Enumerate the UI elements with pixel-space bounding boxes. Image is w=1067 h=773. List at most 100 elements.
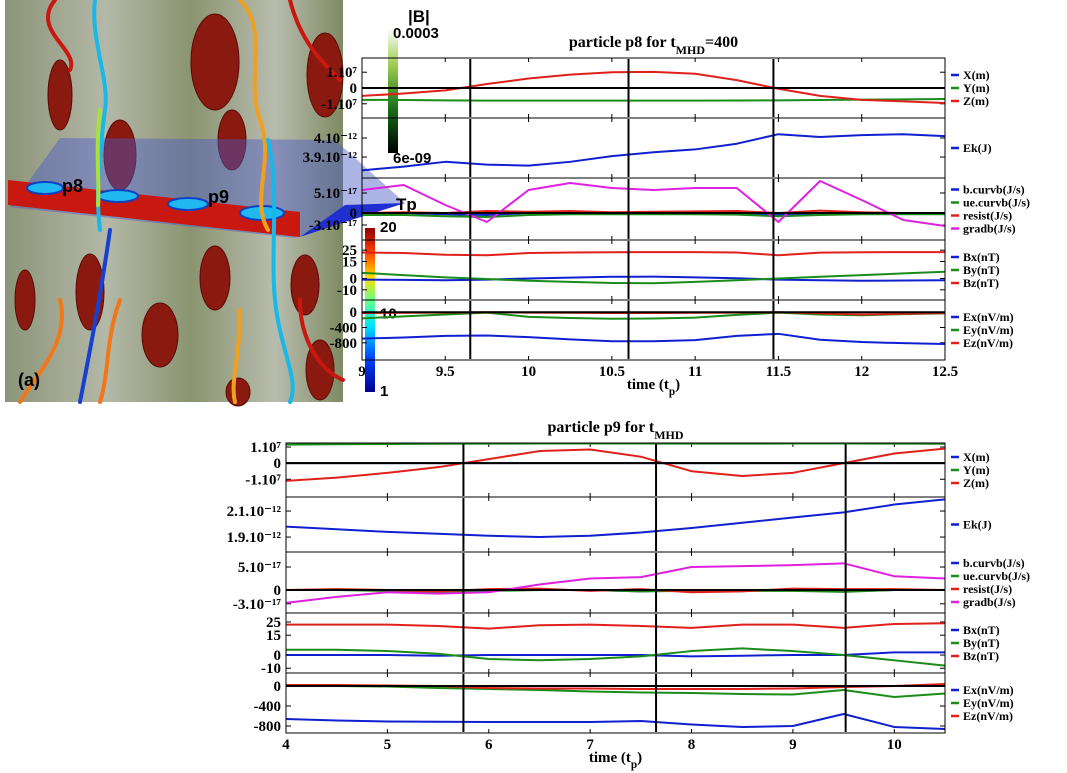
panel-frame <box>285 672 946 734</box>
y-tick-label: 5.10⁻¹⁷ <box>314 186 358 202</box>
chart-title-text: particle p8 for t <box>569 34 676 51</box>
series-line <box>362 180 945 227</box>
x-tick-label: 10 <box>887 737 902 753</box>
series-line <box>286 562 945 604</box>
series-line <box>362 133 945 172</box>
y-tick-label: 4.10⁻¹² <box>314 131 358 147</box>
x-tick-label: 5 <box>384 737 392 753</box>
chart-title-subscript: MHD <box>654 428 684 442</box>
y-tick-label: 3.9.10⁻¹² <box>303 150 358 166</box>
colorbar-tick-label: 20 <box>380 219 397 236</box>
y-tick-label: -1.10⁷ <box>321 97 357 113</box>
legend-label: Bx(nT) <box>963 623 1000 637</box>
field-lines <box>18 0 345 404</box>
legend-label: Bx(nT) <box>963 250 1000 264</box>
y-tick-label: 0 <box>274 679 282 695</box>
legend-label: resist(J/s) <box>963 582 1012 596</box>
x-tick-label: 9.5 <box>436 364 455 380</box>
legend-label: ue.curvb(J/s) <box>963 196 1030 210</box>
y-tick-label: -10 <box>261 661 281 677</box>
legend-label: Bz(nT) <box>963 649 999 663</box>
particle-label: p8 <box>62 176 83 196</box>
panel-frame <box>361 239 946 301</box>
y-tick-label: 1.10⁷ <box>326 65 357 81</box>
y-tick-label: -1.10⁷ <box>245 472 281 488</box>
legend-label: Z(m) <box>963 94 989 108</box>
legend-label: Ey(nV/m) <box>963 323 1014 337</box>
y-tick-label: 0 <box>350 271 358 287</box>
series-line <box>286 498 945 539</box>
y-tick-label: -400 <box>330 321 358 337</box>
y-tick-label: 25 <box>342 243 357 259</box>
legend-label: gradb(J/s) <box>963 222 1016 236</box>
series-line <box>286 713 945 730</box>
y-tick-label: -400 <box>254 699 282 715</box>
legend-label: b.curvb(J/s) <box>963 183 1025 197</box>
stacked-chart: particle p8 for tMHD=4001.10⁷0-1.10⁷X(m)… <box>303 34 1030 398</box>
legend-label: resist(J/s) <box>963 209 1012 223</box>
legend-label: X(m) <box>963 450 990 464</box>
x-tick-label: 12 <box>854 364 869 380</box>
x-tick-label: 8 <box>688 737 696 753</box>
y-tick-label: 5.10⁻¹⁷ <box>238 560 282 576</box>
temperature-slab <box>8 180 300 237</box>
series-line <box>362 251 945 257</box>
legend-label: By(nT) <box>963 263 1000 277</box>
stacked-chart: particle p9 for tMHD1.10⁷0-1.10⁷X(m)Y(m)… <box>227 419 1030 771</box>
y-tick-label: 2.1.10⁻¹² <box>227 504 282 520</box>
series-line <box>362 275 945 282</box>
legend-label: Ex(nV/m) <box>963 310 1014 324</box>
x-tick-label: 10 <box>521 364 536 380</box>
panel-frame <box>361 177 946 241</box>
panel-label: (a) <box>18 370 40 390</box>
series-line <box>286 647 945 667</box>
colorbar <box>365 228 375 392</box>
legend-label: X(m) <box>963 68 990 82</box>
x-axis-label: time (tp) <box>627 377 680 398</box>
legend-label: Y(m) <box>963 463 990 477</box>
y-tick-label: -800 <box>254 719 282 735</box>
x-axis-label-text: ) <box>675 377 680 393</box>
colorbar-tick-label: 1 <box>380 383 388 400</box>
x-tick-label: 10.5 <box>599 364 625 380</box>
colorbar-title: |B| <box>408 7 430 26</box>
y-tick-label: 1.9.10⁻¹² <box>227 530 282 546</box>
series-line <box>362 213 945 218</box>
y-tick-label: -3.10⁻¹⁷ <box>309 218 358 234</box>
colorbar-tick-label: 0.0003 <box>393 25 439 42</box>
legend-label: Ex(nV/m) <box>963 683 1014 697</box>
legend-label: gradb(J/s) <box>963 595 1016 609</box>
legend-label: By(nT) <box>963 636 1000 650</box>
y-tick-label: 25 <box>266 615 281 631</box>
legend-label: Ez(nV/m) <box>963 709 1013 723</box>
series-line <box>362 98 945 102</box>
x-axis-label-text: ) <box>637 750 642 766</box>
x-axis-label-subscript: p <box>631 759 637 771</box>
y-tick-label: 0 <box>274 456 282 472</box>
chart-title-subscript: MHD <box>676 43 706 57</box>
colorbar <box>388 28 398 153</box>
series-line <box>286 447 945 482</box>
y-tick-label: 0 <box>350 206 358 222</box>
x-tick-label: 9 <box>789 737 797 753</box>
x-tick-label: 11 <box>688 364 702 380</box>
legend-label: ue.curvb(J/s) <box>963 569 1030 583</box>
colorbar-title: Tp <box>396 195 417 214</box>
y-tick-label: 0 <box>350 305 358 321</box>
x-tick-label: 12.5 <box>932 364 958 380</box>
series-line <box>286 622 945 630</box>
chart-title-text: =400 <box>705 34 738 51</box>
panel-frame <box>361 117 946 179</box>
x-axis-label-text: time (t <box>627 377 669 393</box>
x-axis-label-subscript: p <box>669 386 675 398</box>
x-axis-label: time (tp) <box>589 750 642 771</box>
legend-label: Ey(nV/m) <box>963 696 1014 710</box>
y-tick-label: 15 <box>342 255 357 271</box>
slice-edge <box>300 203 405 237</box>
legend-label: Z(m) <box>963 476 989 490</box>
y-tick-label: 15 <box>266 628 281 644</box>
series-line <box>362 270 945 285</box>
y-tick-label: 0 <box>350 81 358 97</box>
